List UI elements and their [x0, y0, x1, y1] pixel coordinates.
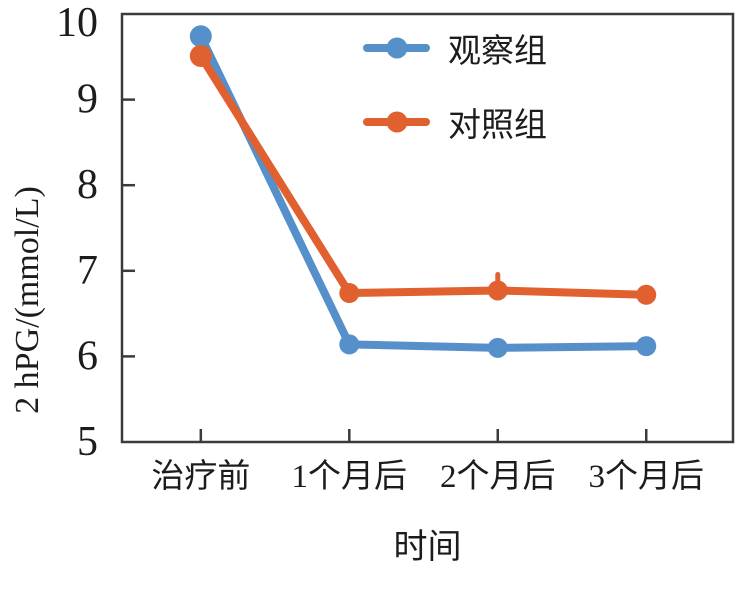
legend-label-control-group: 对照组: [448, 108, 547, 144]
y-tick-label: 7: [77, 248, 98, 294]
y-tick-label: 5: [77, 419, 98, 465]
data-point-marker: [487, 337, 508, 358]
data-point-marker: [487, 280, 508, 301]
x-tick-label: 3个月后: [588, 459, 704, 495]
legend-item-observation-group: 观察组: [363, 27, 547, 70]
legend-line-marker-icon: [363, 118, 430, 126]
x-axis-title: 时间: [393, 529, 462, 566]
data-point-marker: [189, 25, 212, 48]
data-point-marker: [339, 283, 360, 304]
plot-canvas: 10 9 8 7 6 5 治疗前 1个月后 2个月后 3个月后: [56, 0, 735, 495]
legend-item-control-group: 对照组: [363, 101, 547, 144]
y-tick-label: 8: [77, 162, 98, 208]
y-axis-title: 2 hPG/(mmol/L): [9, 186, 46, 414]
y-tick-label: 9: [77, 77, 98, 123]
x-tick-label: 治疗前: [151, 458, 250, 495]
y-tick-label: 10: [56, 0, 98, 46]
x-tick-label: 2个月后: [440, 459, 556, 495]
data-point-marker: [189, 44, 212, 67]
data-point-marker: [339, 334, 360, 355]
legend: 观察组 对照组: [363, 27, 547, 175]
legend-line-marker-icon: [363, 44, 430, 52]
data-point-marker: [636, 284, 657, 305]
data-point-marker: [636, 336, 657, 357]
y-tick-label: 6: [77, 333, 98, 379]
chart-figure: 10 9 8 7 6 5 治疗前 1个月后 2个月后 3个月后 2 hPG/(mmol/L) 时间…: [0, 0, 740, 569]
series-line-对照组: [196, 51, 651, 299]
x-tick-label: 1个月后: [292, 459, 408, 495]
series-line-观察组: [196, 32, 651, 352]
plot-frame: [120, 12, 735, 444]
legend-label-observation-group: 观察组: [448, 34, 547, 70]
